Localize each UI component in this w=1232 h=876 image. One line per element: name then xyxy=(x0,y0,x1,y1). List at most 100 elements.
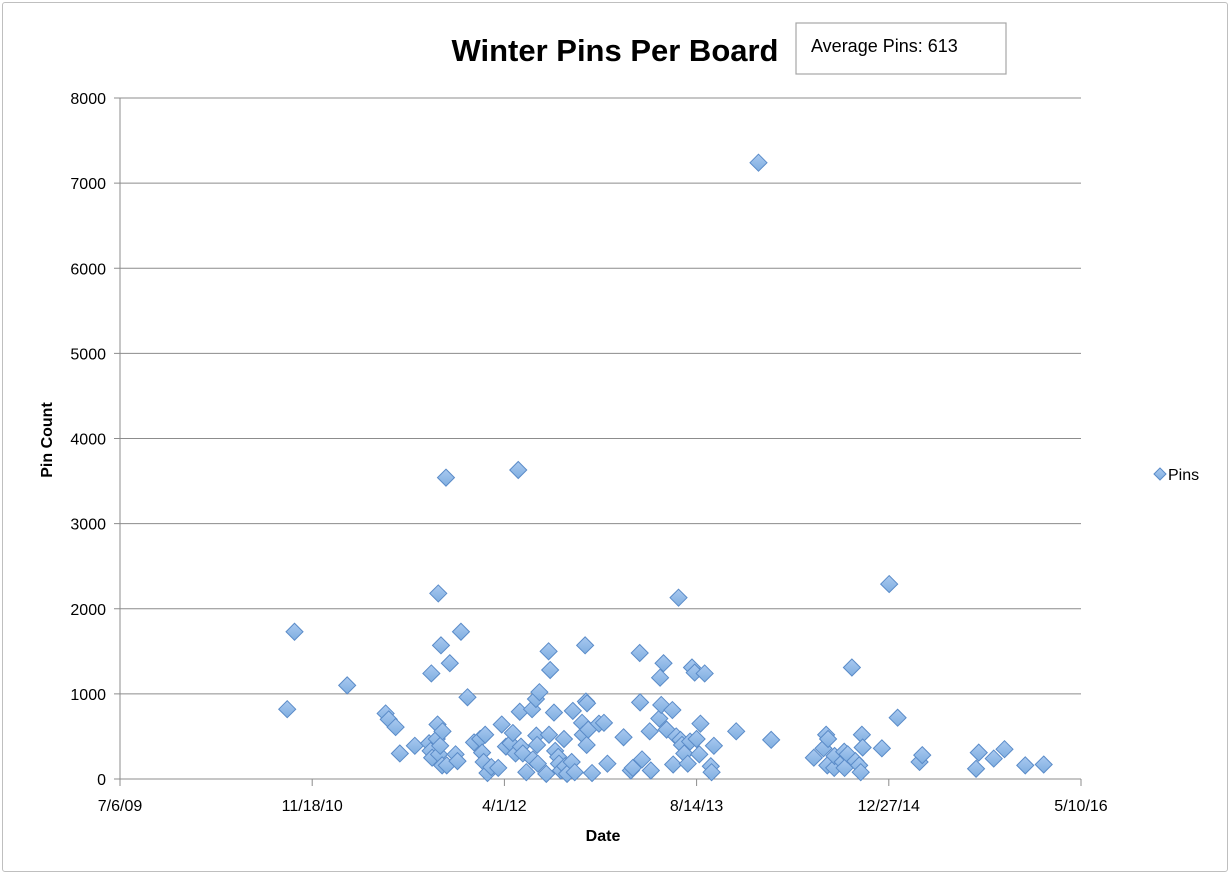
data-point[interactable] xyxy=(598,754,617,773)
data-point[interactable] xyxy=(539,642,558,661)
scatter-chart: 0 1000 2000 3000 4000 5000 6000 7000 8000 7/6/09… xyxy=(39,22,1199,845)
data-point[interactable] xyxy=(838,745,857,764)
y-tick-label: 4000 xyxy=(70,432,106,449)
y-tick-label: 0 xyxy=(97,772,106,789)
y-axis-title[interactable]: Pin Count xyxy=(39,402,56,478)
data-point[interactable] xyxy=(431,636,451,655)
data-point[interactable] xyxy=(966,759,986,778)
data-point[interactable] xyxy=(1034,755,1053,774)
data-point[interactable] xyxy=(995,739,1014,759)
data-point[interactable] xyxy=(577,735,596,755)
y-tick-label: 6000 xyxy=(70,261,106,278)
data-point[interactable] xyxy=(436,468,456,487)
data-point[interactable] xyxy=(650,709,669,728)
data-point[interactable] xyxy=(984,749,1003,768)
data-point[interactable] xyxy=(630,643,649,663)
data-point[interactable] xyxy=(489,758,508,778)
data-point[interactable] xyxy=(704,736,724,756)
data-point[interactable] xyxy=(695,664,714,683)
data-point[interactable] xyxy=(726,722,746,741)
data-point[interactable] xyxy=(678,754,697,773)
data-point[interactable] xyxy=(530,682,549,702)
data-point[interactable] xyxy=(544,703,564,722)
data-point[interactable] xyxy=(641,761,661,780)
data-point[interactable] xyxy=(285,622,304,641)
x-tick-label: 7/6/09 xyxy=(98,798,143,815)
data-point[interactable] xyxy=(440,654,460,673)
data-point[interactable] xyxy=(594,713,614,733)
data-point[interactable] xyxy=(582,763,602,783)
data-point[interactable] xyxy=(554,729,574,749)
data-point[interactable] xyxy=(749,153,768,172)
data-point[interactable] xyxy=(537,764,556,784)
data-point[interactable] xyxy=(278,699,297,719)
data-point[interactable] xyxy=(448,751,467,771)
data-point[interactable] xyxy=(913,745,932,765)
data-point[interactable] xyxy=(433,722,452,741)
data-point[interactable] xyxy=(422,664,441,683)
data-point[interactable] xyxy=(390,744,410,763)
data-point[interactable] xyxy=(517,762,536,782)
data-point[interactable] xyxy=(509,460,528,480)
data-point[interactable] xyxy=(640,722,659,741)
data-point[interactable] xyxy=(528,754,548,773)
data-point[interactable] xyxy=(690,745,709,764)
data-point[interactable] xyxy=(475,725,495,744)
data-point[interactable] xyxy=(405,736,425,756)
data-point[interactable] xyxy=(565,762,584,782)
data-point[interactable] xyxy=(691,714,710,733)
data-point[interactable] xyxy=(539,725,559,744)
data-point[interactable] xyxy=(503,723,523,743)
data-point[interactable] xyxy=(492,715,511,734)
data-point[interactable] xyxy=(663,700,682,720)
data-point[interactable] xyxy=(872,739,892,758)
data-point[interactable] xyxy=(577,694,597,713)
data-point[interactable] xyxy=(575,636,595,655)
gridlines xyxy=(120,97,1081,695)
average-pins-label: Average Pins: 613 xyxy=(811,36,958,56)
data-point[interactable] xyxy=(888,708,907,727)
axes xyxy=(114,97,1082,786)
legend-marker-pins xyxy=(1153,467,1167,481)
data-point[interactable] xyxy=(702,762,721,782)
data-point[interactable] xyxy=(657,720,676,739)
data-point[interactable] xyxy=(623,758,642,778)
data-point[interactable] xyxy=(614,728,633,747)
data-point[interactable] xyxy=(386,717,405,737)
data-point[interactable] xyxy=(563,701,583,721)
data-point[interactable] xyxy=(337,676,357,695)
data-point[interactable] xyxy=(969,743,988,762)
data-point[interactable] xyxy=(654,654,673,673)
data-point[interactable] xyxy=(842,658,862,677)
y-tick-label: 2000 xyxy=(70,602,106,619)
data-point[interactable] xyxy=(818,729,838,749)
data-point[interactable] xyxy=(429,584,448,603)
legend-diamond xyxy=(1153,467,1167,481)
average-annotation-box[interactable]: Average Pins: 613 xyxy=(795,22,1007,75)
data-points[interactable] xyxy=(278,153,1053,784)
data-point[interactable] xyxy=(804,748,824,767)
data-point[interactable] xyxy=(540,660,560,680)
data-point[interactable] xyxy=(527,735,547,755)
data-point[interactable] xyxy=(650,668,670,687)
data-point[interactable] xyxy=(761,730,781,750)
data-point[interactable] xyxy=(669,588,688,607)
x-axis-title[interactable]: Date xyxy=(586,828,621,845)
data-point[interactable] xyxy=(1016,756,1035,775)
chart-title[interactable]: Winter Pins Per Board xyxy=(451,33,778,68)
data-point[interactable] xyxy=(630,693,650,712)
data-point[interactable] xyxy=(851,762,870,782)
data-point[interactable] xyxy=(879,574,899,594)
data-point[interactable] xyxy=(451,622,471,641)
legend[interactable]: Pins xyxy=(1153,467,1199,484)
data-point[interactable] xyxy=(430,736,450,756)
data-point[interactable] xyxy=(632,750,652,769)
data-point[interactable] xyxy=(513,744,533,763)
y-tick-label: 1000 xyxy=(70,687,106,704)
data-point[interactable] xyxy=(687,729,706,749)
x-tick-label: 5/10/16 xyxy=(1054,798,1107,815)
data-point[interactable] xyxy=(663,755,683,774)
data-point[interactable] xyxy=(458,688,477,707)
data-point[interactable] xyxy=(853,738,872,757)
